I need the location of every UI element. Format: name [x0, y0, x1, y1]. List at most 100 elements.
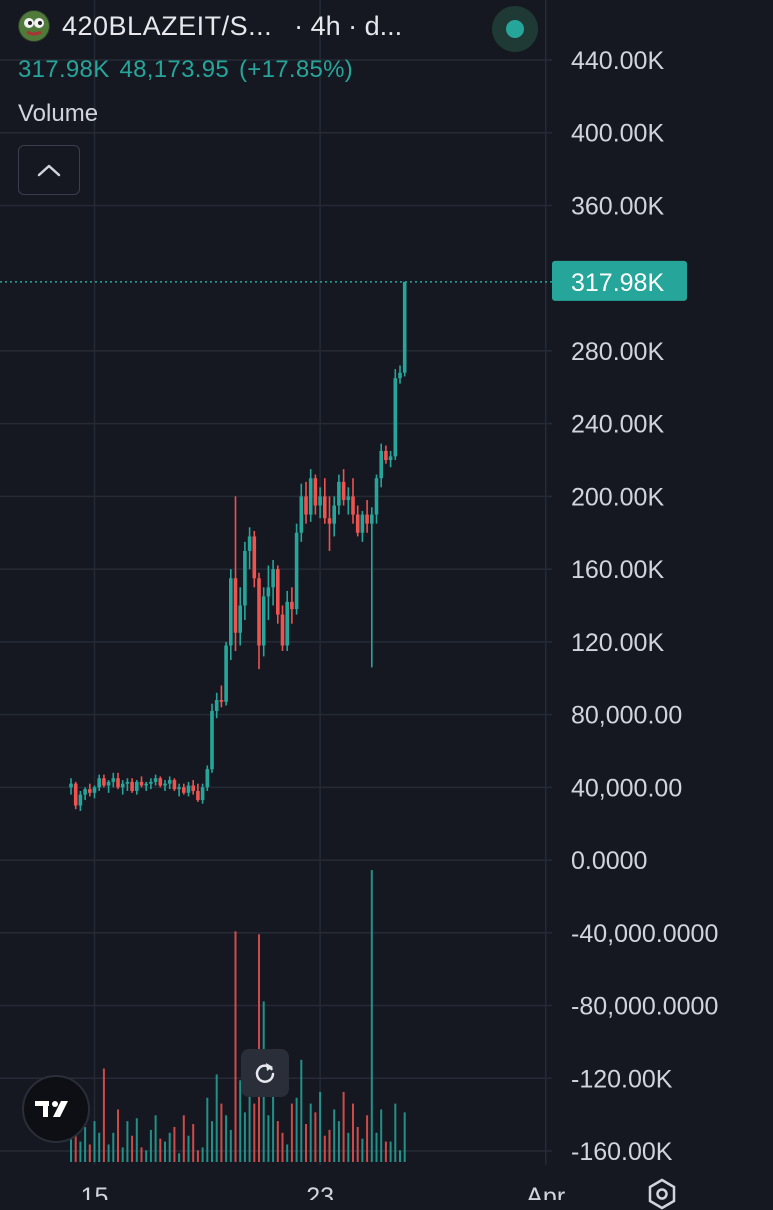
volume-bar	[88, 1144, 91, 1162]
candle-body	[233, 578, 238, 633]
candle-body	[280, 614, 285, 646]
volume-bar	[98, 1132, 101, 1162]
volume-bar	[149, 1129, 152, 1162]
candle	[97, 774, 101, 791]
candle	[332, 496, 336, 537]
volume-bar	[281, 1132, 284, 1162]
volume-bar	[187, 1135, 190, 1162]
interval-meta[interactable]: · 4h · d...	[294, 10, 403, 41]
candle	[280, 605, 285, 651]
candle-body	[304, 496, 308, 515]
y-tick-label: 120.00K	[571, 629, 664, 657]
price-summary: 317.98K 48,173.95 (+17.85%)	[18, 56, 363, 84]
candle	[370, 507, 374, 668]
candle-body	[191, 785, 195, 791]
candle	[276, 565, 280, 624]
volume-bar	[211, 1121, 213, 1162]
volume-bar	[356, 1126, 359, 1162]
candle	[196, 783, 200, 802]
candle	[398, 365, 402, 384]
volume-bar	[319, 1091, 322, 1162]
live-dot-icon	[506, 20, 524, 38]
candle	[182, 783, 186, 795]
volume-bar	[192, 1124, 195, 1162]
volume-bar	[314, 1112, 317, 1162]
volume-bar	[323, 1135, 326, 1162]
candle-body	[153, 778, 158, 782]
candle	[229, 569, 233, 661]
candle	[308, 469, 313, 522]
y-tick-label: -80,000.0000	[571, 993, 718, 1021]
candle	[205, 765, 210, 791]
candle-body	[360, 514, 365, 533]
candle-body	[266, 587, 271, 597]
volume-bar	[131, 1135, 134, 1162]
candle-body	[120, 783, 125, 788]
price-change-pct: (+17.85%)	[239, 56, 354, 83]
candle	[393, 369, 398, 461]
volume-bar	[234, 931, 237, 1162]
reset-chart-button[interactable]	[241, 1049, 289, 1097]
candle-body	[398, 372, 402, 379]
volume-bar	[258, 934, 260, 1162]
candle	[346, 487, 351, 515]
candle-body	[243, 550, 247, 606]
candle-body	[355, 514, 360, 533]
candle-body	[313, 478, 318, 506]
candle-body	[139, 781, 144, 786]
pair-name[interactable]: 420BLAZEIT/S...	[62, 10, 273, 41]
volume-bar	[352, 1103, 354, 1162]
candle	[135, 780, 139, 795]
volume-bar	[196, 1150, 199, 1162]
volume-bar	[178, 1153, 181, 1162]
candle-body	[379, 450, 383, 479]
volume-bar	[220, 1103, 223, 1162]
y-tick-label: 280.00K	[571, 338, 664, 366]
candle	[200, 783, 205, 804]
candle	[402, 281, 407, 377]
volume-bar	[164, 1141, 166, 1162]
volume-bar	[225, 1115, 228, 1162]
candle	[299, 483, 304, 542]
candle-body	[271, 569, 275, 588]
volume-indicator-label[interactable]: Volume	[18, 100, 99, 127]
candle-body	[172, 780, 177, 790]
candle	[144, 781, 148, 791]
candle-body	[200, 787, 205, 801]
y-tick-label: 40,000.00	[571, 774, 682, 802]
candle	[243, 541, 247, 621]
candle	[130, 778, 134, 793]
candle	[290, 587, 294, 624]
candle-body	[69, 783, 73, 788]
volume-bar	[267, 1115, 270, 1162]
volume-bar	[342, 1091, 345, 1162]
y-tick-label: 200.00K	[571, 483, 664, 511]
candle	[285, 590, 289, 651]
candle-body	[276, 569, 280, 615]
collapse-indicators-button[interactable]	[18, 145, 80, 195]
volume-bar	[403, 1112, 406, 1162]
volume-bar	[154, 1115, 157, 1162]
candle-body	[370, 514, 374, 524]
tradingview-logo-icon[interactable]	[22, 1075, 90, 1143]
candle	[384, 445, 388, 464]
candle	[158, 776, 163, 788]
volume-bar	[290, 1103, 293, 1162]
candle-body	[163, 783, 167, 786]
candle-body	[393, 378, 398, 457]
candle	[69, 778, 73, 795]
candlesticks	[69, 281, 407, 811]
volume-bar	[239, 1080, 242, 1162]
candle-body	[177, 787, 181, 790]
candle	[214, 692, 219, 719]
candle	[266, 565, 271, 621]
settings-icon[interactable]	[646, 1178, 678, 1210]
candle	[318, 487, 322, 519]
candle-body	[252, 536, 257, 579]
volume-bar	[79, 1141, 82, 1162]
y-axis: 440.00K 400.00K 360.00K 280.00K 240.00K 200.0…	[571, 47, 718, 1166]
candle-body	[106, 781, 111, 786]
candle-body	[149, 781, 153, 784]
y-tick-label: -160.00K	[571, 1138, 673, 1166]
